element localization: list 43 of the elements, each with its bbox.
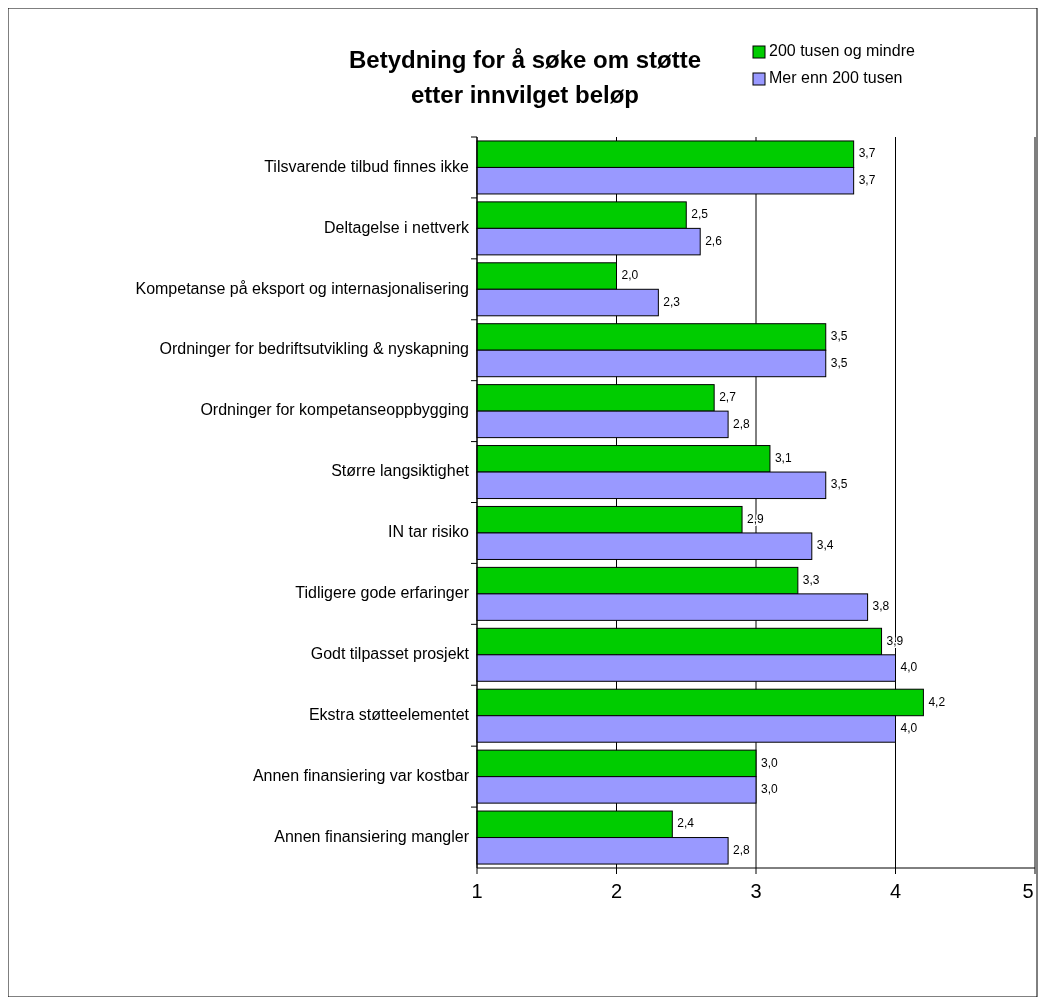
data-label: 3,5 — [830, 477, 848, 492]
data-label: 4,0 — [900, 660, 918, 675]
data-label: 2,9 — [747, 511, 765, 526]
data-label: 4,2 — [928, 694, 946, 709]
data-label: 3,3 — [802, 572, 820, 587]
data-label: 2,6 — [705, 233, 723, 248]
data-label: 3,7 — [858, 172, 876, 187]
legend-label: 200 tusen og mindre — [769, 42, 915, 60]
data-label: 2,7 — [719, 390, 737, 405]
data-label: 3,8 — [872, 599, 890, 614]
data-label: 3,4 — [816, 538, 834, 553]
y-tick-label: Annen finansiering mangler — [274, 827, 470, 845]
data-label: 2,5 — [691, 207, 709, 222]
legend-label: Mer enn 200 tusen — [769, 69, 903, 87]
y-tick-label: Tilsvarende tilbud finnes ikke — [264, 157, 470, 175]
y-tick-label: Tidligere gode erfaringer — [295, 584, 470, 602]
data-label: 2,4 — [677, 816, 695, 831]
y-tick-label: Større langsiktighet — [331, 462, 470, 480]
y-tick-label: Annen finansiering var kostbar — [252, 766, 470, 784]
data-label: 3,5 — [830, 355, 848, 370]
x-tick-label: 4 — [889, 880, 902, 902]
y-tick-label: Godt tilpasset prosjekt — [310, 645, 470, 663]
y-tick-label: Kompetanse på eksport og internasjonalisering — [135, 279, 469, 297]
data-label: 3,0 — [761, 782, 779, 797]
data-label: 2,0 — [621, 268, 639, 283]
data-label: 3,0 — [761, 755, 779, 770]
y-tick-label: Ordninger for kompetanseoppbygging — [200, 401, 469, 419]
x-tick-label: 1 — [471, 880, 483, 902]
y-tick-label: Ekstra støtteelementet — [308, 705, 470, 723]
x-tick-label: 5 — [1022, 880, 1034, 902]
data-label: 2,3 — [663, 294, 681, 309]
chart-title: Betydning for å søke om støtte etter innvilget beløp — [348, 46, 702, 108]
y-tick-label: IN tar risiko — [388, 523, 470, 541]
data-label: 3,5 — [830, 329, 848, 344]
x-tick-label: 3 — [750, 880, 762, 902]
data-label: 2,8 — [733, 842, 751, 857]
data-label: 3,1 — [774, 450, 792, 465]
data-label: 3,7 — [858, 146, 876, 161]
x-tick-label: 2 — [610, 880, 623, 902]
data-label: 2,8 — [733, 416, 751, 431]
y-tick-label: Deltagelse i nettverk — [324, 218, 470, 236]
data-label: 4,0 — [900, 721, 918, 736]
y-tick-label: Ordninger for bedriftsutvikling & nyskapning — [159, 340, 469, 358]
